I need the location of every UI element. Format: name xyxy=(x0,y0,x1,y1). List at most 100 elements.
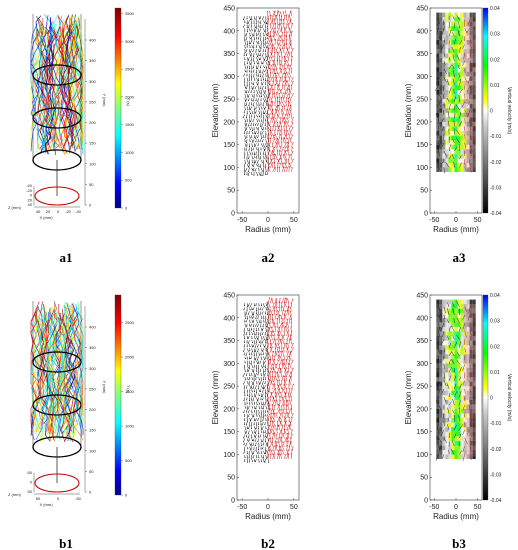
x-axis-title: X (mm) xyxy=(39,215,53,220)
velocity-cell xyxy=(445,354,449,359)
velocity-arrow xyxy=(275,299,278,304)
colorbar-tick-label: 1500 xyxy=(125,122,135,127)
arrow-head xyxy=(259,39,261,41)
velocity-cell xyxy=(448,17,452,22)
arrow-head xyxy=(277,334,279,336)
velocity-cell xyxy=(460,367,464,373)
velocity-cell xyxy=(436,399,440,405)
arrow-head xyxy=(246,71,248,73)
arrow-head xyxy=(292,126,294,128)
velocity-cell xyxy=(436,436,440,441)
arrow-head xyxy=(263,416,264,418)
x-tick-label: -50 xyxy=(237,217,247,224)
velocity-cell xyxy=(439,431,443,437)
velocity-arrow xyxy=(267,376,269,382)
arrow-head xyxy=(258,305,260,307)
arrow-head xyxy=(288,154,290,156)
velocity-cell xyxy=(451,135,455,141)
velocity-arrow xyxy=(459,399,461,406)
arrow-head xyxy=(278,376,279,378)
velocity-cell xyxy=(466,67,470,72)
velocity-cell xyxy=(466,99,470,104)
velocity-arrow xyxy=(250,106,252,110)
velocity-arrow xyxy=(448,87,452,94)
arrow-head xyxy=(261,408,263,409)
velocity-cell xyxy=(463,317,467,323)
velocity-cell xyxy=(448,454,452,459)
velocity-arrow xyxy=(253,81,255,85)
velocity-arrow xyxy=(290,441,292,447)
arrow-head xyxy=(288,362,289,364)
velocity-cell xyxy=(457,103,461,109)
arrow-head xyxy=(247,318,249,320)
velocity-cell xyxy=(463,354,467,359)
arrow-head xyxy=(264,334,266,336)
velocity-arrow xyxy=(273,135,276,140)
arrow-head xyxy=(289,380,291,382)
velocity-cell xyxy=(448,363,452,368)
velocity-cell xyxy=(436,349,440,355)
velocity-arrow xyxy=(268,401,271,406)
arrow-head xyxy=(268,108,270,110)
velocity-cell xyxy=(436,121,440,127)
velocity-cell xyxy=(454,408,458,414)
arrow-head xyxy=(275,97,277,99)
velocity-cell xyxy=(472,39,476,45)
velocity-arrow xyxy=(253,340,256,344)
velocity-arrow xyxy=(286,88,289,95)
velocity-arrow xyxy=(267,311,270,316)
velocity-arrow xyxy=(446,97,450,102)
velocity-arrow xyxy=(272,28,275,33)
arrow-head xyxy=(292,80,294,82)
velocity-arrow xyxy=(259,311,262,315)
velocity-cell xyxy=(451,121,455,127)
velocity-arrow xyxy=(456,15,460,20)
velocity-arrow xyxy=(275,344,278,349)
velocity-cell xyxy=(445,408,449,414)
velocity-cell xyxy=(436,126,440,131)
velocity-arrow xyxy=(274,18,276,25)
arrow-head xyxy=(277,125,279,127)
y-tick-label: 50 xyxy=(89,469,94,474)
arrow-head xyxy=(266,113,268,115)
arrow-head xyxy=(243,341,245,343)
arrow-head xyxy=(278,43,280,45)
arrow-head xyxy=(259,55,261,57)
velocity-cell xyxy=(442,326,446,332)
arrow-head xyxy=(254,366,256,368)
velocity-arrow xyxy=(261,130,264,135)
arrow-head xyxy=(275,313,277,315)
arrow-head xyxy=(292,342,294,344)
arrow-head xyxy=(289,388,291,390)
velocity-arrow xyxy=(255,135,257,139)
arrow-head xyxy=(258,105,260,107)
velocity-cell xyxy=(460,363,464,368)
velocity-cell xyxy=(448,12,452,18)
arrow-head xyxy=(290,154,292,156)
velocity-arrow xyxy=(281,109,285,115)
arrow-head xyxy=(246,113,248,115)
arrow-head xyxy=(253,416,255,417)
velocity-arrow xyxy=(263,44,265,48)
arrow-head xyxy=(251,412,253,414)
arrow-head xyxy=(289,424,291,426)
arrow-head xyxy=(246,88,248,90)
velocity-arrow xyxy=(287,118,290,123)
velocity-cell xyxy=(463,331,467,336)
velocity-arrow xyxy=(291,56,293,62)
velocity-arrow xyxy=(255,385,257,389)
arrow-head xyxy=(252,400,254,402)
velocity-arrow xyxy=(260,376,262,381)
arrow-head xyxy=(284,392,286,394)
arrow-head xyxy=(287,88,289,90)
arrow-head xyxy=(287,118,289,120)
velocity-arrow xyxy=(281,32,283,37)
arrow-head xyxy=(255,133,256,135)
velocity-arrow xyxy=(288,40,291,45)
velocity-cell xyxy=(466,372,470,377)
velocity-cell xyxy=(451,71,455,77)
arrow-head xyxy=(254,350,256,352)
velocity-cell xyxy=(454,404,458,409)
velocity-arrow xyxy=(267,356,270,360)
arrow-head xyxy=(276,106,278,108)
